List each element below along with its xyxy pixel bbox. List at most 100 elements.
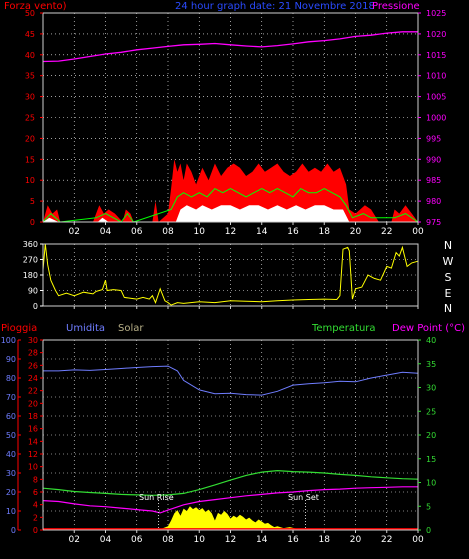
wind-ytick-label-45: 45 [25, 30, 35, 39]
low-xtick-label-06: 06 [131, 535, 143, 545]
humidity-ytick-label-30: 30 [28, 336, 38, 345]
pressure-ytick-label-1025: 1025 [426, 9, 446, 18]
rain-ytick-label-20: 20 [6, 488, 16, 497]
temperature-axis-title: Temperatura [311, 323, 376, 334]
humidity-ytick-label-2: 2 [33, 513, 38, 522]
wind-xtick-label-02: 02 [69, 227, 80, 237]
low-xtick-label-02: 02 [69, 535, 80, 545]
rain-ytick-label-80: 80 [6, 374, 16, 383]
wind-xtick-label-20: 20 [350, 227, 362, 237]
dir-ytick-label-270: 270 [23, 256, 38, 265]
wind-xtick-label-08: 08 [162, 227, 174, 237]
direction-letter-n-top: N [443, 239, 453, 252]
wind-xtick-label-14: 14 [256, 227, 268, 237]
dir-ytick-label-90: 90 [28, 287, 38, 296]
dir-ytick-label-0: 0 [33, 302, 38, 311]
rain-ytick-label-60: 60 [6, 412, 16, 421]
wind-ytick-label-0: 0 [30, 218, 35, 227]
wind-ytick-label-35: 35 [25, 72, 35, 81]
humidity-ytick-label-4: 4 [33, 501, 38, 510]
humidity-ytick-label-28: 28 [28, 349, 38, 358]
rain-axis-title: Pioggia [1, 323, 37, 334]
temp-ytick-label-30: 30 [426, 384, 436, 393]
wind-xtick-label-16: 16 [287, 227, 299, 237]
humidity-ytick-label-16: 16 [28, 425, 38, 434]
series-direction [42, 243, 419, 306]
series-wind-avg [42, 187, 419, 223]
wind-xtick-label-10: 10 [194, 227, 206, 237]
wind-ytick-label-10: 10 [25, 176, 35, 185]
wind-ytick-label-20: 20 [25, 134, 35, 143]
temp-ytick-label-0: 0 [426, 526, 431, 535]
temp-ytick-label-5: 5 [426, 502, 431, 511]
wind-xtick-label-04: 04 [100, 227, 112, 237]
rain-ytick-label-100: 100 [1, 336, 16, 345]
wind-ytick-label-25: 25 [25, 114, 35, 123]
humidity-ytick-label-22: 22 [28, 387, 38, 396]
series-wind-min [43, 205, 418, 222]
series-solar [43, 506, 418, 530]
series-humidity [43, 365, 419, 396]
humidity-ytick-label-18: 18 [28, 412, 38, 421]
humidity-ytick-label-12: 12 [28, 450, 38, 459]
humidity-ytick-label-8: 8 [33, 475, 38, 484]
chart-title: 24 hour graph date: 21 Novembre 2018 [175, 1, 375, 12]
wind-xtick-label-18: 18 [319, 227, 331, 237]
series-temperature [42, 469, 419, 496]
direction-letter-w: W [442, 255, 454, 268]
pressure-ytick-label-990: 990 [426, 155, 441, 164]
low-xtick-label-12: 12 [225, 535, 236, 545]
sunset-label: Sun Set [288, 493, 319, 502]
wind-ytick-label-50: 50 [25, 9, 35, 18]
temp-ytick-label-20: 20 [426, 431, 436, 440]
pressure-ytick-label-1005: 1005 [426, 93, 446, 102]
direction-letter-s: S [444, 271, 452, 284]
grid-layer [43, 13, 419, 530]
rain-ytick-label-0: 0 [11, 526, 16, 535]
axis-layer: 0510152025303540455097598098599099510001… [1, 9, 447, 545]
low-xtick-label-10: 10 [194, 535, 206, 545]
sunrise-label: Sun Rise [139, 493, 174, 502]
low-xtick-label-08: 08 [162, 535, 174, 545]
humidity-ytick-label-6: 6 [33, 488, 38, 497]
rain-ytick-label-50: 50 [6, 431, 16, 440]
humidity-ytick-label-0: 0 [33, 526, 38, 535]
low-xtick-label-14: 14 [256, 535, 268, 545]
dir-ytick-label-360: 360 [23, 240, 38, 249]
low-xtick-label-20: 20 [350, 535, 362, 545]
low-xtick-label-18: 18 [319, 535, 331, 545]
series-pressure [42, 31, 418, 63]
wind-ytick-label-30: 30 [25, 93, 35, 102]
temp-ytick-label-10: 10 [426, 479, 436, 488]
humidity-axis-title: Umidita [66, 323, 105, 334]
temp-ytick-label-25: 25 [426, 407, 436, 416]
pressure-ytick-label-1020: 1020 [426, 30, 446, 39]
wind-ytick-label-40: 40 [25, 51, 35, 60]
pressure-ytick-label-985: 985 [426, 176, 441, 185]
temp-ytick-label-15: 15 [426, 455, 436, 464]
dewpoint-axis-title: Dew Point (°C) [392, 323, 465, 334]
rain-ytick-label-10: 10 [6, 507, 16, 516]
pressure-ytick-label-980: 980 [426, 197, 441, 206]
rain-ytick-label-30: 30 [6, 469, 16, 478]
direction-letter-e: E [444, 287, 452, 300]
pressure-ytick-label-1015: 1015 [426, 51, 446, 60]
low-xtick-label-00: 00 [412, 535, 424, 545]
low-xtick-label-22: 22 [381, 535, 392, 545]
temp-ytick-label-35: 35 [426, 360, 436, 369]
humidity-ytick-label-14: 14 [28, 437, 38, 446]
humidity-ytick-label-26: 26 [28, 361, 38, 370]
wind-xtick-label-06: 06 [131, 227, 143, 237]
wind-xtick-label-22: 22 [381, 227, 392, 237]
wind-ytick-label-5: 5 [30, 197, 35, 206]
pressure-ytick-label-1010: 1010 [426, 72, 446, 81]
temp-ytick-label-40: 40 [426, 336, 436, 345]
low-xtick-label-16: 16 [287, 535, 299, 545]
wind-ytick-label-15: 15 [25, 155, 35, 164]
dir-ytick-label-180: 180 [23, 271, 38, 280]
humidity-ytick-label-10: 10 [28, 463, 38, 472]
solar-axis-title: Solar [118, 323, 144, 334]
pressure-ytick-label-995: 995 [426, 134, 441, 143]
pressure-ytick-label-1000: 1000 [426, 114, 446, 123]
